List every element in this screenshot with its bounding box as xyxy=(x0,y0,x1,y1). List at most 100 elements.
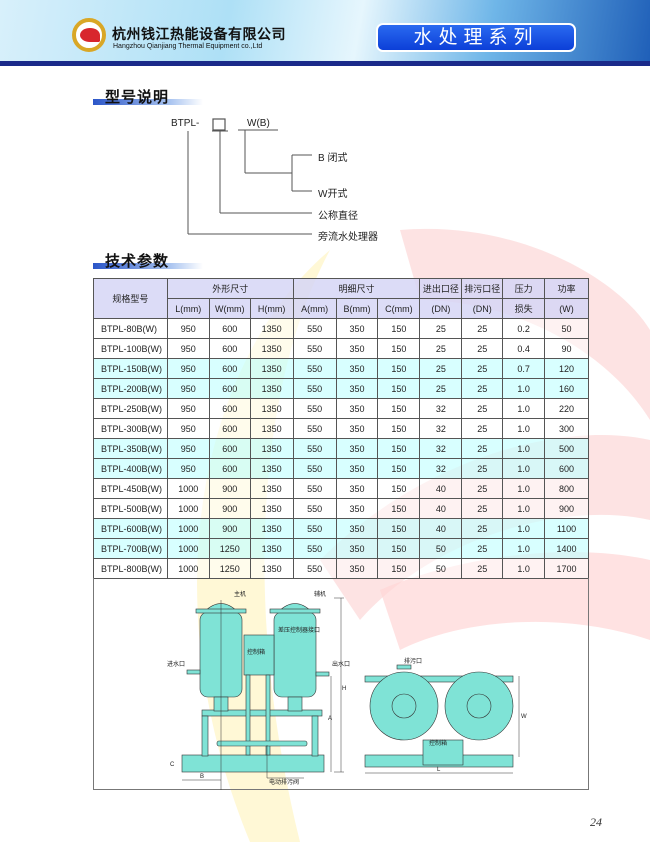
cell-dn-drain: 25 xyxy=(461,558,504,579)
cell-a: 550 xyxy=(292,398,337,419)
cell-c: 150 xyxy=(377,318,421,339)
dim-L: L xyxy=(437,767,441,773)
cell-b: 350 xyxy=(335,458,379,479)
table-row: BTPL-450B(W) 1000 900 1350 550 350 150 40 25 1.0 8… xyxy=(93,478,589,499)
cell-dn-inout: 25 xyxy=(419,318,463,339)
cell-w: 600 xyxy=(208,458,251,479)
cell-h: 1350 xyxy=(249,458,294,479)
cell-h: 1350 xyxy=(249,338,294,359)
model-suffix: W(B) xyxy=(247,118,270,129)
cell-power: 50 xyxy=(544,318,589,339)
cell-l: 950 xyxy=(166,458,210,479)
model-nominal-diameter: 公称直径 xyxy=(318,211,358,222)
cell-power: 1100 xyxy=(544,518,589,539)
table-row: BTPL-700B(W) 1000 1250 1350 550 350 150 50 25 1.0… xyxy=(93,538,589,559)
label-control-box-top: 控制箱 xyxy=(429,739,447,747)
label-inlet: 进水口 xyxy=(167,660,185,668)
cell-model: BTPL-450B(W) xyxy=(93,478,168,499)
cell-b: 350 xyxy=(335,498,379,519)
cell-l: 950 xyxy=(166,418,210,439)
cell-l: 1000 xyxy=(166,558,210,579)
cell-dn-drain: 25 xyxy=(461,498,504,519)
cell-model: BTPL-400B(W) xyxy=(93,458,168,479)
cell-c: 150 xyxy=(377,518,421,539)
cell-c: 150 xyxy=(377,418,421,439)
label-sensor-port: 差压控制器接口 xyxy=(278,626,320,634)
cell-power: 300 xyxy=(544,418,589,439)
cell-a: 550 xyxy=(292,318,337,339)
cell-pressure-loss: 1.0 xyxy=(502,518,546,539)
cell-dn-inout: 25 xyxy=(419,378,463,399)
cell-w: 600 xyxy=(208,358,251,379)
cell-h: 1350 xyxy=(249,498,294,519)
dim-B: B xyxy=(200,774,204,780)
company-name-en: Hangzhou Qianjiang Thermal Equipment co.… xyxy=(113,43,263,50)
cell-b: 350 xyxy=(335,478,379,499)
cell-pressure-loss: 1.0 xyxy=(502,458,546,479)
cell-model: BTPL-700B(W) xyxy=(93,538,168,559)
cell-b: 350 xyxy=(335,398,379,419)
model-closed-type: B 闭式 xyxy=(318,153,348,164)
cell-h: 1350 xyxy=(249,358,294,379)
table-row: BTPL-500B(W) 1000 900 1350 550 350 150 40 25 1.0 9… xyxy=(93,498,589,519)
model-open-type: W开式 xyxy=(318,189,348,200)
cell-l: 1000 xyxy=(166,518,210,539)
cell-c: 150 xyxy=(377,378,421,399)
cell-b: 350 xyxy=(335,438,379,459)
header-banner: 杭州钱江热能设备有限公司 Hangzhou Qianjiang Thermal … xyxy=(0,0,650,66)
table-row: BTPL-800B(W) 1000 1250 1350 550 350 150 50 25 1.0… xyxy=(93,558,589,579)
cell-pressure-loss: 1.0 xyxy=(502,378,546,399)
cell-pressure-loss: 1.0 xyxy=(502,438,546,459)
equipment-figure: 主机 辅机 差压控制器接口 控制箱 进水口 出水口 电动排污阀 排污口 控制箱 … xyxy=(93,578,589,790)
cell-dn-inout: 40 xyxy=(419,498,463,519)
cell-dn-drain: 25 xyxy=(461,378,504,399)
header-outer-dims: 外形尺寸 xyxy=(166,278,294,299)
cell-l: 1000 xyxy=(166,498,210,519)
cell-dn-inout: 32 xyxy=(419,438,463,459)
header-B: B(mm) xyxy=(335,298,379,319)
page-number: 24 xyxy=(590,815,602,829)
cell-a: 550 xyxy=(292,338,337,359)
section-title-model: 型号说明 xyxy=(93,86,203,107)
cell-c: 150 xyxy=(377,498,421,519)
cell-dn-inout: 40 xyxy=(419,518,463,539)
table-row: BTPL-150B(W) 950 600 1350 550 350 150 25 25 0.7 12… xyxy=(93,358,589,379)
cell-pressure-loss: 1.0 xyxy=(502,478,546,499)
company-logo xyxy=(72,18,106,52)
table-row: BTPL-350B(W) 950 600 1350 550 350 150 32 25 1.0 50… xyxy=(93,438,589,459)
cell-b: 350 xyxy=(335,518,379,539)
label-aux-unit: 辅机 xyxy=(314,590,326,598)
cell-dn-inout: 50 xyxy=(419,558,463,579)
cell-w: 900 xyxy=(208,518,251,539)
cell-dn-drain: 25 xyxy=(461,518,504,539)
cell-l: 1000 xyxy=(166,538,210,559)
header-detail-dims: 明细尺寸 xyxy=(292,278,421,299)
cell-w: 600 xyxy=(208,338,251,359)
header-watt: (W) xyxy=(544,298,589,319)
cell-dn-inout: 25 xyxy=(419,338,463,359)
label-drain-port: 排污口 xyxy=(404,657,422,665)
cell-pressure-loss: 1.0 xyxy=(502,538,546,559)
header-power: 功率 xyxy=(544,278,589,299)
header-inout-diameter: 进出口径 xyxy=(419,278,463,299)
cell-pressure-loss: 0.4 xyxy=(502,338,546,359)
cell-w: 900 xyxy=(208,498,251,519)
cell-power: 600 xyxy=(544,458,589,479)
cell-power: 800 xyxy=(544,478,589,499)
cell-l: 950 xyxy=(166,438,210,459)
cell-c: 150 xyxy=(377,398,421,419)
section-title-params: 技术参数 xyxy=(93,250,203,271)
cell-l: 950 xyxy=(166,318,210,339)
cell-b: 350 xyxy=(335,538,379,559)
cell-dn-drain: 25 xyxy=(461,358,504,379)
cell-pressure-loss: 1.0 xyxy=(502,558,546,579)
table-row: BTPL-600B(W) 1000 900 1350 550 350 150 40 25 1.0 1… xyxy=(93,518,589,539)
cell-l: 950 xyxy=(166,358,210,379)
cell-dn-drain: 25 xyxy=(461,438,504,459)
table-row: BTPL-400B(W) 950 600 1350 550 350 150 32 25 1.0 60… xyxy=(93,458,589,479)
cell-dn-drain: 25 xyxy=(461,398,504,419)
cell-power: 900 xyxy=(544,498,589,519)
header-model: 规格型号 xyxy=(93,278,168,319)
cell-h: 1350 xyxy=(249,418,294,439)
table-row: BTPL-80B(W) 950 600 1350 550 350 150 25 25 0.2 50 xyxy=(93,318,589,339)
